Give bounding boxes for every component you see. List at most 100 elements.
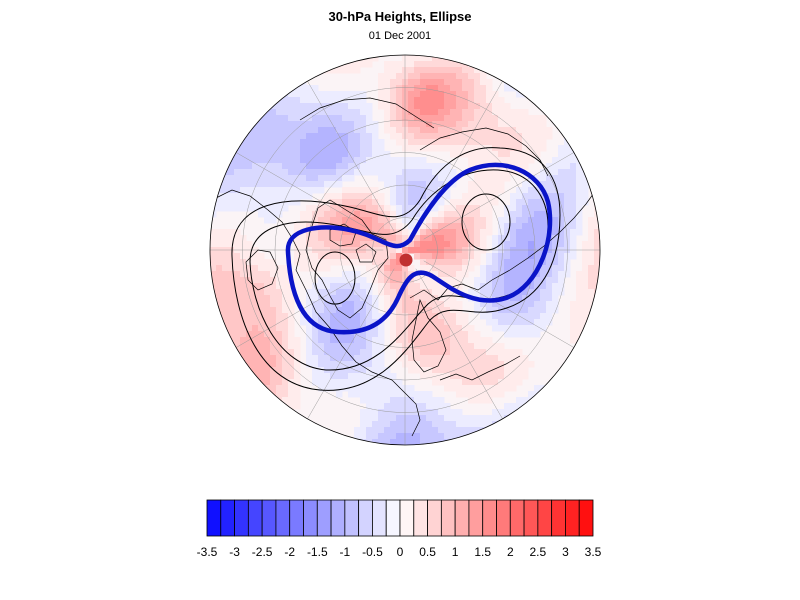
anomaly-cell bbox=[372, 391, 379, 398]
anomaly-cell bbox=[516, 121, 523, 128]
anomaly-cell bbox=[420, 331, 427, 338]
anomaly-cell bbox=[366, 61, 373, 68]
anomaly-cell bbox=[450, 241, 457, 248]
anomaly-cell bbox=[354, 367, 361, 374]
anomaly-cell bbox=[366, 103, 373, 110]
anomaly-cell bbox=[414, 235, 421, 242]
anomaly-cell bbox=[366, 253, 373, 260]
anomaly-cell bbox=[570, 187, 577, 194]
anomaly-cell bbox=[438, 367, 445, 374]
anomaly-cell bbox=[528, 211, 535, 218]
anomaly-cell bbox=[576, 163, 583, 170]
anomaly-cell bbox=[318, 109, 325, 116]
anomaly-cell bbox=[318, 277, 325, 284]
anomaly-cell bbox=[312, 169, 319, 176]
anomaly-cell bbox=[282, 97, 289, 104]
anomaly-cell bbox=[378, 337, 385, 344]
anomaly-cell bbox=[444, 139, 451, 146]
anomaly-cell bbox=[222, 181, 229, 188]
anomaly-cell bbox=[498, 175, 505, 182]
anomaly-cell bbox=[336, 91, 343, 98]
anomaly-cell bbox=[456, 217, 463, 224]
anomaly-cell bbox=[426, 283, 433, 290]
anomaly-cell bbox=[288, 397, 295, 404]
colorbar-tick-label: 2.5 bbox=[530, 545, 547, 559]
colorbar-box bbox=[358, 499, 373, 537]
anomaly-cell bbox=[366, 391, 373, 398]
anomaly-cell bbox=[582, 283, 589, 290]
anomaly-cell bbox=[426, 427, 433, 434]
anomaly-cell bbox=[390, 181, 397, 188]
anomaly-cell bbox=[330, 319, 337, 326]
anomaly-cell bbox=[438, 175, 445, 182]
anomaly-cell bbox=[348, 325, 355, 332]
anomaly-cell bbox=[498, 355, 505, 362]
anomaly-cell bbox=[534, 295, 541, 302]
anomaly-cell bbox=[252, 307, 259, 314]
map-title: 30-hPa Heights, Ellipse bbox=[328, 9, 472, 24]
anomaly-cell bbox=[228, 199, 235, 206]
anomaly-cell bbox=[318, 343, 325, 350]
anomaly-cell bbox=[324, 103, 331, 110]
anomaly-cell bbox=[246, 151, 253, 158]
anomaly-cell bbox=[570, 199, 577, 206]
anomaly-cell bbox=[318, 319, 325, 326]
anomaly-cell bbox=[480, 397, 487, 404]
anomaly-cell bbox=[498, 133, 505, 140]
anomaly-cell bbox=[534, 313, 541, 320]
anomaly-cell bbox=[588, 253, 595, 260]
anomaly-cell bbox=[330, 379, 337, 386]
anomaly-cell bbox=[348, 169, 355, 176]
anomaly-cell bbox=[330, 103, 337, 110]
anomaly-cell bbox=[372, 337, 379, 344]
anomaly-cell bbox=[426, 115, 433, 122]
anomaly-cell bbox=[444, 121, 451, 128]
anomaly-cell bbox=[318, 163, 325, 170]
anomaly-cell bbox=[282, 289, 289, 296]
anomaly-cell bbox=[342, 241, 349, 248]
anomaly-cell bbox=[510, 349, 517, 356]
anomaly-cell bbox=[540, 301, 547, 308]
anomaly-cell bbox=[426, 367, 433, 374]
anomaly-cell bbox=[258, 169, 265, 176]
anomaly-cell bbox=[438, 61, 445, 68]
anomaly-cell bbox=[516, 193, 523, 200]
anomaly-cell bbox=[540, 193, 547, 200]
anomaly-cell bbox=[240, 265, 247, 272]
anomaly-cell bbox=[510, 403, 517, 410]
anomaly-cell bbox=[438, 109, 445, 116]
anomaly-cell bbox=[528, 235, 535, 242]
anomaly-cell bbox=[336, 115, 343, 122]
anomaly-cell bbox=[516, 355, 523, 362]
anomaly-cell bbox=[270, 217, 277, 224]
anomaly-cell bbox=[390, 253, 397, 260]
anomaly-cell bbox=[324, 145, 331, 152]
anomaly-cell bbox=[498, 409, 505, 416]
anomaly-cell bbox=[342, 259, 349, 266]
anomaly-cell bbox=[564, 145, 571, 152]
colorbar-tick-label: 0 bbox=[397, 545, 404, 559]
anomaly-cell bbox=[426, 163, 433, 170]
anomaly-cell bbox=[294, 163, 301, 170]
anomaly-cell bbox=[528, 325, 535, 332]
anomaly-cell bbox=[414, 301, 421, 308]
colorbar-box bbox=[206, 499, 222, 537]
anomaly-cell bbox=[420, 253, 427, 260]
anomaly-cell bbox=[456, 325, 463, 332]
anomaly-cell bbox=[396, 277, 403, 284]
anomaly-cell bbox=[384, 403, 391, 410]
anomaly-cell bbox=[486, 253, 493, 260]
anomaly-cell bbox=[390, 163, 397, 170]
anomaly-cell bbox=[534, 307, 541, 314]
anomaly-cell bbox=[420, 139, 427, 146]
anomaly-cell bbox=[384, 169, 391, 176]
anomaly-cell bbox=[276, 133, 283, 140]
anomaly-cell bbox=[378, 271, 385, 278]
anomaly-cell bbox=[348, 127, 355, 134]
anomaly-cell bbox=[312, 163, 319, 170]
anomaly-cell bbox=[354, 433, 361, 440]
anomaly-cell bbox=[480, 91, 487, 98]
anomaly-cell bbox=[570, 319, 577, 326]
anomaly-cell bbox=[312, 181, 319, 188]
anomaly-cell bbox=[390, 79, 397, 86]
